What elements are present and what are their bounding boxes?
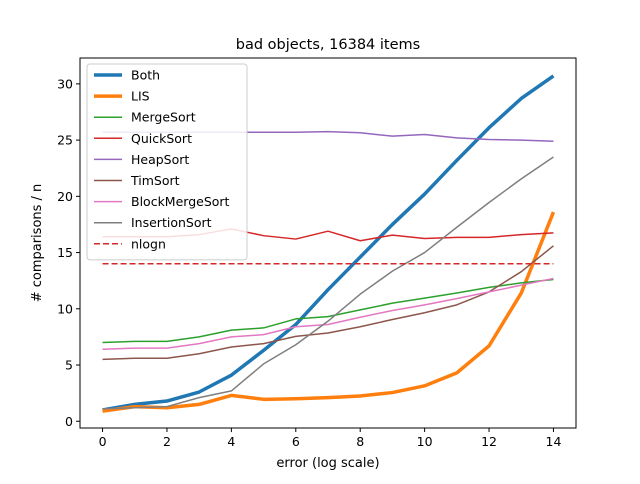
legend-label-insertionsort: InsertionSort xyxy=(131,215,212,230)
legend: Both LIS MergeSort QuickSort HeapSort TimSort… xyxy=(86,63,248,261)
x-tick-label: 10 xyxy=(417,434,433,449)
x-axis-label: error (log scale) xyxy=(276,456,379,471)
ticks-layer: 0 2 4 6 8 10 12 14 0 5 10 15 20 25 30 xyxy=(57,76,561,449)
y-tick-label: 30 xyxy=(57,76,73,91)
legend-label-nlogn: nlogn xyxy=(131,236,166,251)
series-line-mergesort xyxy=(102,278,554,344)
x-tick-label: 6 xyxy=(292,434,300,449)
chart-title: bad objects, 16384 items xyxy=(236,37,420,53)
plot-frame xyxy=(79,57,577,429)
x-tick-label: 0 xyxy=(99,434,107,449)
x-tick-label: 12 xyxy=(481,434,497,449)
y-tick-label: 25 xyxy=(57,133,73,148)
y-tick-label: 10 xyxy=(57,301,73,316)
legend-box xyxy=(86,63,248,261)
legend-label-heapsort: HeapSort xyxy=(131,152,189,167)
series-line-timsort xyxy=(102,245,554,361)
y-axis-label: # comparisons / n xyxy=(30,184,45,303)
y-tick-label: 0 xyxy=(65,414,73,429)
y-tick-label: 5 xyxy=(65,358,73,373)
series-line-blockmergesort xyxy=(102,277,554,351)
x-tick-label: 8 xyxy=(356,434,364,449)
y-tick-label: 15 xyxy=(57,245,73,260)
legend-label-lis: LIS xyxy=(131,89,150,104)
series-line-insertionsort xyxy=(102,156,554,410)
y-tick-label: 20 xyxy=(57,189,73,204)
legend-label-mergesort: MergeSort xyxy=(131,110,196,125)
x-tick-label: 2 xyxy=(163,434,171,449)
x-tick-label: 14 xyxy=(546,434,562,449)
x-tick-label: 4 xyxy=(227,434,235,449)
series-layer xyxy=(102,74,556,413)
legend-label-blockmergesort: BlockMergeSort xyxy=(131,194,230,209)
series-line-lis xyxy=(102,211,556,413)
legend-label-both: Both xyxy=(131,68,160,83)
legend-label-timsort: TimSort xyxy=(130,173,180,188)
legend-label-quicksort: QuickSort xyxy=(131,131,192,146)
